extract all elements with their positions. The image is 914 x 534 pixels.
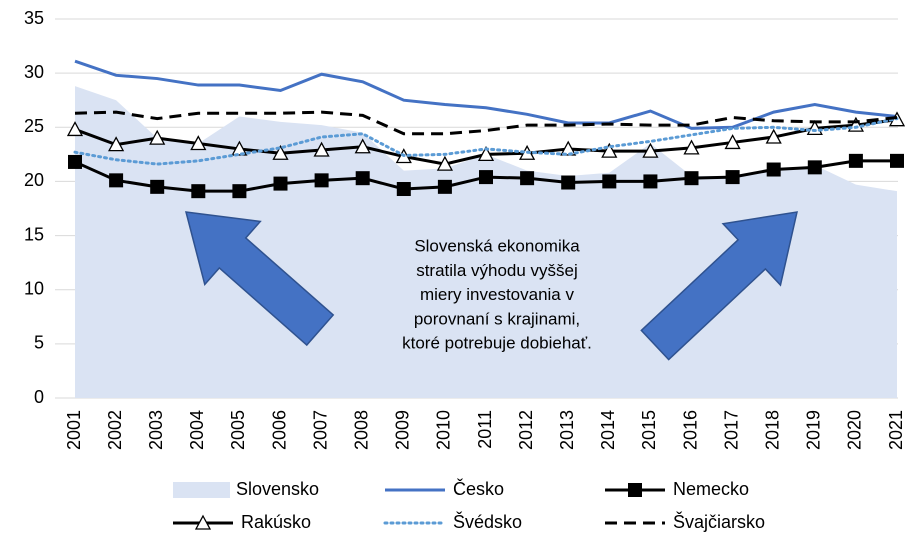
marker-triangle [190,135,207,151]
y-tick-label: 10 [24,278,44,298]
line [73,117,899,166]
marker-square [396,182,411,197]
x-tick-label: 2013 [557,410,577,450]
annotation: Slovenská ekonomika [414,236,580,255]
y-tick-label: 15 [24,224,44,244]
x-tick-label: 2001 [64,410,84,450]
legend-item: Rakúsko [173,512,311,532]
marker-triangle [601,142,618,158]
legend-label: Švédsko [453,511,522,532]
marker-square [191,184,206,199]
marker-square [848,153,863,168]
legend-label: Nemecko [673,479,749,499]
x-tick-label: 2012 [516,410,536,450]
marker-triangle [724,134,741,150]
marker-square [725,170,740,185]
marker-triangle [436,155,453,171]
marker-square [109,173,124,188]
annotation: ktoré potrebuje dobiehať. [402,334,592,353]
marker-triangle [354,138,371,154]
y-tick-label: 35 [24,8,44,28]
x-tick-label: 2011 [475,410,495,449]
x-tick-label: 2017 [721,410,741,450]
marker-square [273,176,288,191]
x-tick-label: 2015 [639,410,659,450]
x-tick-label: 2004 [187,410,207,450]
x-tick-label: 2018 [762,410,782,450]
annotation: stratila výhodu vyššej [416,261,578,280]
marker-triangle [194,514,212,530]
y-tick-label: 25 [24,116,44,136]
marker-triangle [272,144,289,160]
legend-item: Švajčiarsko [605,511,765,532]
marker-square [520,171,535,186]
marker-square [232,184,247,199]
x-tick-label: 2019 [804,410,824,450]
x-tick-label: 2014 [598,410,618,450]
marker-square [807,160,822,175]
marker-triangle [108,136,125,152]
legend-item: Švédsko [383,511,522,532]
marker-square [890,153,904,168]
marker-square [314,173,329,188]
y-tick-label: 5 [34,333,44,353]
marker-square [437,179,452,194]
x-tick-label: 2002 [105,410,125,450]
x-tick-label: 2005 [228,410,248,450]
marker-triangle [313,141,330,157]
marker-square [684,171,699,186]
line [74,110,898,136]
marker-square [561,175,576,190]
x-tick-label: 2010 [434,410,454,450]
legend-swatch [173,482,230,498]
line [74,59,898,130]
marker-triangle [66,121,84,137]
legend-label: Slovensko [236,479,319,499]
annotation: miery investovania v [420,285,575,304]
marker-triangle [231,140,248,156]
legend-label: Česko [453,478,504,499]
x-tick-label: 2021 [886,410,906,450]
legend-item: Slovensko [173,479,319,499]
marker-square [479,170,493,185]
marker-triangle [683,139,700,155]
marker-square [150,179,165,194]
y-tick-label: 0 [34,387,44,407]
y-tick-label: 30 [24,62,44,82]
marker-square [766,162,781,177]
marker-square [628,483,642,497]
x-tick-label: 2006 [269,410,289,450]
marker-square [355,171,370,186]
x-tick-label: 2007 [310,410,330,450]
x-tick-label: 2016 [680,410,700,450]
marker-triangle [560,140,577,156]
x-tick-label: 2008 [351,410,371,450]
annotation: porovnaní s krajinami, [414,309,580,328]
arrow [184,211,335,347]
legend-label: Švajčiarsko [673,511,765,532]
legend-item: Nemecko [605,479,749,499]
legend-item: Česko [385,478,504,499]
y-tick-label: 20 [24,170,44,190]
marker-square [68,154,82,169]
x-tick-label: 2020 [845,410,865,450]
arrows [184,211,798,361]
marker-square [602,174,617,189]
x-tick-label: 2003 [146,410,166,450]
marker-triangle [149,129,166,145]
marker-triangle [765,128,782,144]
x-tick-label: 2009 [393,410,413,450]
marker-triangle [642,142,659,158]
marker-square [643,174,658,189]
legend-label: Rakúsko [241,512,311,532]
labels: 0 5 10 15 20 25 30 35 2001 2002 2003 2004 2005 2006 20… [24,8,906,450]
marker-triangle [477,145,495,162]
arrow [640,211,798,361]
